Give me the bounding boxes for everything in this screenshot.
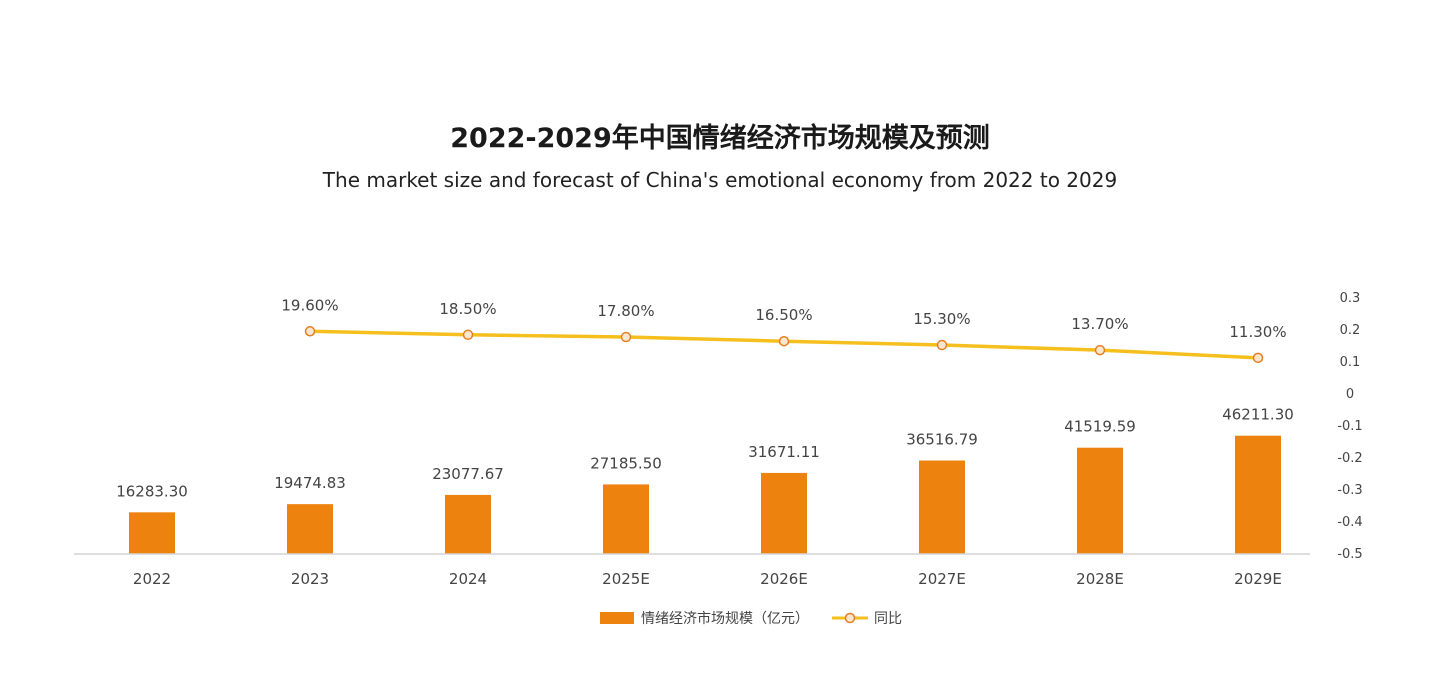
bar-2025E xyxy=(603,484,649,554)
yoy-label-2023: 19.60% xyxy=(281,296,338,314)
bar-label-2027E: 36516.79 xyxy=(906,431,978,449)
x-axis-ticks: 2022 2023 2024 2025E 2026E 2027E 2028E 2029E xyxy=(133,570,1282,588)
bar-2023 xyxy=(287,504,333,554)
bar-label-2022: 16283.30 xyxy=(116,482,188,500)
x-tick-2026E: 2026E xyxy=(760,570,808,588)
bar-label-2028E: 41519.59 xyxy=(1064,418,1136,436)
x-tick-2022: 2022 xyxy=(133,570,171,588)
legend-bar-swatch xyxy=(600,612,634,624)
chart-title: 2022-2029年中国情绪经济市场规模及预测 xyxy=(450,123,990,154)
bar-2029E xyxy=(1235,435,1281,554)
y-right-tick: -0.4 xyxy=(1337,515,1362,530)
legend-bar-label: 情绪经济市场规模（亿元） xyxy=(641,610,809,627)
x-tick-2023: 2023 xyxy=(291,570,329,588)
x-tick-2029E: 2029E xyxy=(1234,570,1282,588)
y-right-tick: -0.5 xyxy=(1337,547,1362,562)
legend: 情绪经济市场规模（亿元） 同比 xyxy=(600,610,902,627)
y-right-tick: 0.1 xyxy=(1340,355,1361,370)
y-right-tick: 0 xyxy=(1346,387,1354,402)
y-right-tick: -0.2 xyxy=(1337,451,1362,466)
y-right-tick: 0.2 xyxy=(1340,323,1361,338)
right-axis-ticks: 0.3 0.2 0.1 0 -0.1 -0.2 -0.3 -0.4 -0.5 xyxy=(1337,291,1362,562)
bar-label-2023: 19474.83 xyxy=(274,474,346,492)
bar-2027E xyxy=(919,460,965,554)
yoy-point-2028E xyxy=(1094,344,1106,356)
bar-2024 xyxy=(445,494,491,554)
yoy-label-2024: 18.50% xyxy=(439,300,496,318)
yoy-label-2026E: 16.50% xyxy=(755,306,812,324)
yoy-label-2027E: 15.30% xyxy=(913,310,970,328)
y-right-tick: 0.3 xyxy=(1340,291,1361,306)
yoy-point-2029E xyxy=(1252,352,1264,364)
bar-2022 xyxy=(129,512,175,554)
legend-line-label: 同比 xyxy=(874,611,902,627)
y-right-tick: -0.1 xyxy=(1337,419,1362,434)
yoy-label-2029E: 11.30% xyxy=(1229,323,1286,341)
yoy-point-2026E xyxy=(778,335,790,347)
x-tick-2025E: 2025E xyxy=(602,570,650,588)
bar-data-labels: 16283.30 19474.83 23077.67 27185.50 31671.11… xyxy=(116,406,1294,501)
bar-2028E xyxy=(1077,447,1123,554)
x-tick-2024: 2024 xyxy=(449,570,487,588)
yoy-label-2028E: 13.70% xyxy=(1071,315,1128,333)
bar-series xyxy=(129,435,1281,554)
y-right-tick: -0.3 xyxy=(1337,483,1362,498)
yoy-point-2024 xyxy=(462,329,474,341)
bar-label-2025E: 27185.50 xyxy=(590,454,662,472)
bar-2026E xyxy=(761,472,807,554)
yoy-point-2027E xyxy=(936,339,948,351)
bar-label-2024: 23077.67 xyxy=(432,465,504,483)
yoy-point-2025E xyxy=(620,331,632,343)
yoy-point-2023 xyxy=(304,326,316,337)
yoy-label-2025E: 17.80% xyxy=(597,302,654,320)
x-tick-2027E: 2027E xyxy=(918,570,966,588)
chart-subtitle: The market size and forecast of China's … xyxy=(322,168,1118,192)
bar-label-2026E: 31671.11 xyxy=(748,443,820,461)
legend-line-marker xyxy=(844,612,856,624)
bar-label-2029E: 46211.30 xyxy=(1222,406,1294,424)
line-series: 19.60% 18.50% 17.80% 16.50% 15.30% 13.70% 11.3… xyxy=(281,296,1287,364)
x-tick-2028E: 2028E xyxy=(1076,570,1124,588)
